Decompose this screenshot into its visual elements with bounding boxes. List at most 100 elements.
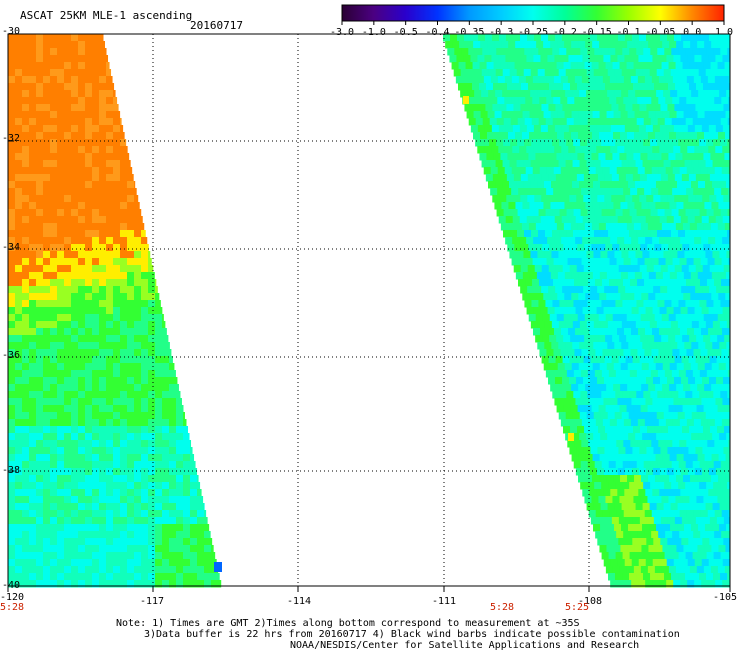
swath-cell: [169, 356, 173, 364]
swath-cell: [629, 230, 637, 238]
swath-cell: [612, 496, 620, 504]
swath-cell: [648, 202, 656, 210]
swath-cell: [685, 370, 694, 378]
swath-cell: [629, 573, 637, 581]
swath-cell: [71, 559, 79, 567]
swath-cell: [176, 482, 184, 490]
swath-cell: [685, 573, 693, 581]
swath-cell: [197, 510, 205, 518]
swath-cell: [113, 426, 121, 434]
swath-cell: [64, 398, 72, 406]
swath-cell: [579, 160, 588, 168]
swath-cell: [551, 160, 560, 168]
swath-cell: [512, 146, 520, 154]
swath-cell: [712, 69, 721, 77]
swath-cell: [653, 104, 661, 112]
swath-cell: [36, 132, 44, 140]
swath-cell: [725, 41, 731, 49]
swath-cell: [92, 83, 100, 91]
swath-cell: [85, 265, 93, 273]
swath-cell: [43, 517, 51, 525]
swath-cell: [43, 181, 51, 189]
swath-cell: [106, 566, 114, 574]
swath-cell: [92, 300, 100, 308]
swath-cell: [36, 279, 44, 287]
swath-cell: [707, 349, 715, 357]
swath-cell: [71, 524, 79, 532]
swath-cell: [127, 412, 135, 420]
swath-cell: [607, 160, 616, 168]
swath-cell: [120, 265, 128, 273]
swath-cell: [517, 139, 525, 147]
swath-cell: [669, 202, 677, 210]
swath-cell: [134, 384, 142, 392]
swath-cell: [600, 90, 608, 98]
swath-cell: [15, 573, 23, 581]
swath-cell: [655, 363, 664, 371]
swath-cell: [57, 286, 65, 294]
swath-cell: [673, 125, 682, 133]
swath-cell: [8, 174, 16, 182]
swath-cell: [698, 160, 707, 168]
swath-cell: [570, 426, 578, 434]
swath-cell: [8, 510, 16, 518]
swath-cell: [22, 55, 30, 63]
swath-cell: [15, 286, 23, 294]
swath-cell: [15, 307, 23, 315]
swath-cell: [663, 181, 671, 189]
swath-cell: [29, 559, 37, 567]
swath-cell: [691, 251, 699, 259]
swath-cell: [532, 76, 541, 84]
swath-cell: [695, 104, 703, 112]
swath-cell: [57, 160, 65, 168]
swath-cell: [495, 181, 503, 189]
swath-cell: [577, 153, 585, 161]
swath-cell: [527, 174, 536, 182]
swath-cell: [85, 349, 93, 357]
swath-cell: [85, 524, 93, 532]
swath-cell: [560, 258, 569, 266]
swath-cell: [22, 174, 30, 182]
swath-cell: [627, 545, 635, 553]
swath-cell: [623, 419, 632, 427]
swath-cell: [127, 349, 135, 357]
swath-cell: [644, 97, 652, 105]
swath-cell: [628, 321, 637, 329]
swath-cell: [50, 370, 58, 378]
swath-cell: [516, 69, 525, 77]
swath-cell: [475, 48, 483, 56]
swath-cell: [502, 69, 511, 77]
swath-cell: [567, 188, 575, 196]
swath-cell: [651, 76, 660, 84]
swath-cell: [572, 181, 580, 189]
swath-cell: [190, 566, 198, 574]
swath-cell: [551, 69, 560, 77]
swath-cell: [22, 125, 30, 133]
swath-cell: [633, 223, 642, 231]
swath-cell: [600, 160, 609, 168]
swath-cell: [597, 286, 605, 294]
swath-cell: [652, 307, 661, 315]
swath-cell: [155, 524, 163, 532]
swath-cell: [630, 76, 639, 84]
swath-cell: [617, 559, 626, 567]
swath-cell: [71, 41, 79, 49]
swath-cell: [78, 573, 86, 581]
swath-cell: [620, 363, 629, 371]
swath-cell: [532, 167, 541, 175]
swath-cell: [36, 272, 44, 280]
swath-cell: [657, 552, 666, 560]
swath-cell: [647, 496, 655, 504]
swath-cell: [524, 230, 532, 238]
swath-cell: [462, 76, 471, 84]
swath-cell: [667, 174, 676, 182]
swath-cell: [605, 153, 613, 161]
swath-cell: [614, 251, 622, 259]
swath-cell: [571, 363, 580, 371]
swath-cell: [674, 538, 682, 546]
swath-cell: [631, 237, 639, 245]
swath-cell: [528, 314, 537, 322]
swath-cell: [141, 538, 149, 546]
swath-cell: [15, 118, 23, 126]
swath-cell: [475, 139, 483, 147]
